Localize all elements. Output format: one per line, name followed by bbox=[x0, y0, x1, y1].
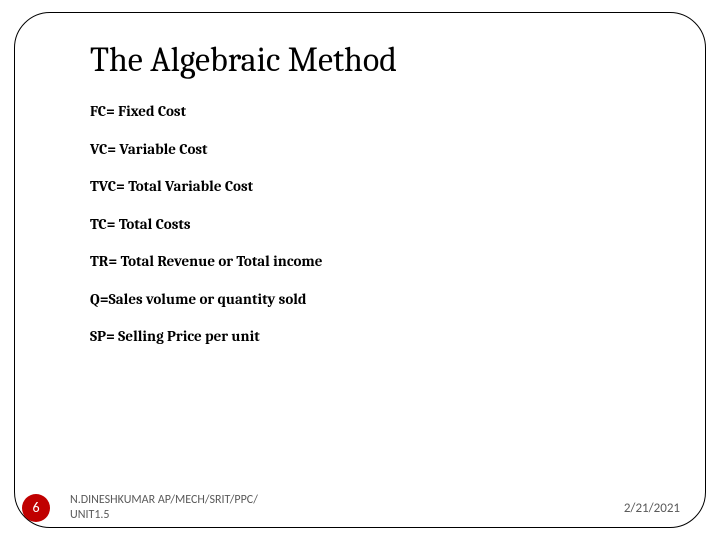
footer: 6 N.DINESHKUMAR AP/MECH/SRIT/PPC/ UNIT1.… bbox=[0, 488, 720, 528]
definition-item: VC= Variable Cost bbox=[90, 140, 660, 160]
definitions-list: FC= Fixed Cost VC= Variable Cost TVC= To… bbox=[90, 102, 660, 347]
definition-item: TVC= Total Variable Cost bbox=[90, 177, 660, 197]
definition-item: Q=Sales volume or quantity sold bbox=[90, 290, 660, 310]
definition-item: SP= Selling Price per unit bbox=[90, 327, 660, 347]
slide-title: The Algebraic Method bbox=[90, 40, 660, 80]
content-area: The Algebraic Method FC= Fixed Cost VC= … bbox=[90, 40, 660, 365]
definition-item: TC= Total Costs bbox=[90, 215, 660, 235]
date-text: 2/21/2021 bbox=[624, 501, 680, 516]
author-text: N.DINESHKUMAR AP/MECH/SRIT/PPC/ UNIT1.5 bbox=[70, 493, 258, 522]
page-number-badge: 6 bbox=[22, 494, 50, 522]
definition-item: TR= Total Revenue or Total income bbox=[90, 252, 660, 272]
definition-item: FC= Fixed Cost bbox=[90, 102, 660, 122]
